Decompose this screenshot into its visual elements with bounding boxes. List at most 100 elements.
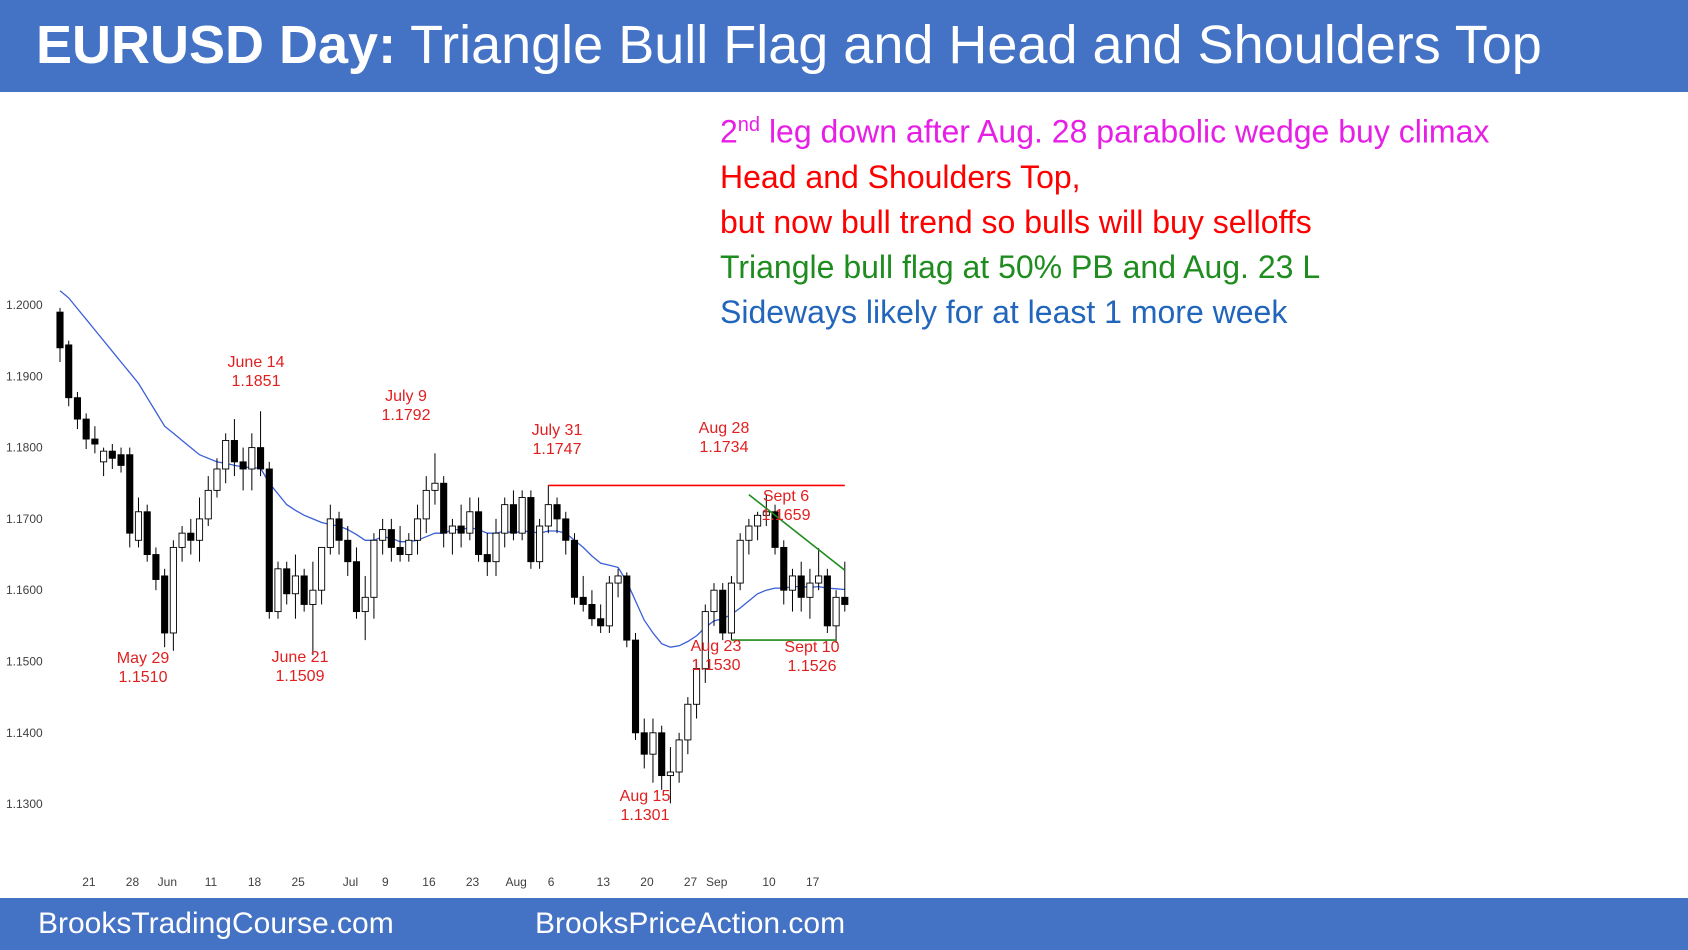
bull-candle-body [248,447,256,470]
bull-candle-body [204,489,212,520]
candle [553,497,561,534]
annotations: June 14 1.1851 July 9 1.1792 July 31 1.1747 Au… [117,354,840,824]
bear-candle-body [108,450,116,459]
bear-candle-body [344,539,352,563]
candle [658,725,666,790]
bull-candle-body [518,497,526,534]
bull-candle-body [788,575,797,591]
y-tick-label-4: 1.1600 [6,583,43,597]
candle [832,590,840,643]
x-tick-label-7: 9 [382,875,389,889]
bear-candle-body [780,546,788,591]
bull-candle-body [727,582,735,634]
candle [230,419,238,477]
x-tick-label-5: 25 [291,875,305,889]
candle [222,433,230,484]
candle [265,461,273,619]
bull-candle-body [501,504,509,534]
x-tick-label-3: 11 [205,875,218,889]
y-tick-label-7: 1.1300 [6,797,43,811]
annotation-june-14-price: 1.1851 [232,373,281,390]
candle [344,526,352,576]
bear-candle-body [73,397,81,420]
annotation-aug-15-date: Aug 15 [620,788,671,805]
bear-candle-body [265,468,273,613]
annotation-aug-28-date: Aug 28 [699,420,750,437]
candle [204,476,212,527]
bear-candle-body [527,497,535,563]
candle [457,504,465,548]
x-tick-label-2: Jun [158,875,177,889]
candle [73,391,81,430]
candle [318,546,326,605]
bear-candle-body [143,511,151,555]
candle [108,444,116,469]
candle [501,497,509,548]
x-tick-label-14: 27 [684,875,698,889]
bear-candle-body [841,596,849,605]
candle [684,697,692,755]
candle [169,540,177,651]
candle [413,504,422,555]
candle [100,447,108,477]
bear-candle-body [230,440,238,463]
bear-candle-body [823,575,831,627]
annotation-july-9-price: 1.1792 [382,407,431,424]
note-0-prefix: 2 [720,113,738,150]
annotation-june-14-date: June 14 [228,354,285,371]
x-tick-label-1: 28 [126,875,140,889]
candle [117,447,125,473]
bull-candle-body [710,589,718,613]
candle [649,718,657,783]
candle [771,504,779,555]
bear-candle-body [396,546,404,556]
note-4: Sideways likely for at least 1 more week [720,293,1288,330]
bear-candle-body [82,418,90,440]
candle [396,526,404,562]
bear-candle-body [152,554,160,580]
bear-candle-body [300,575,308,605]
y-tick-label-1: 1.1900 [6,369,43,383]
title-symbol: EURUSD Day: [36,15,397,75]
bear-candle-body [65,344,73,399]
candle [719,583,727,641]
note-0: 2nd leg down after Aug. 28 parabolic wed… [720,103,1489,155]
candle [788,568,797,612]
bear-candle-body [588,604,596,620]
candle [248,433,256,491]
candle [126,447,134,548]
bear-candle-body [457,525,465,534]
bull-candle-body [326,518,334,548]
candle [509,490,517,541]
bear-candle-body [719,589,727,634]
candle [710,583,718,626]
candle [823,568,831,633]
bull-candle-body [195,518,204,541]
bull-candle-body [405,539,413,556]
candle [588,590,596,626]
page-title: EURUSD Day: Triangle Bull Flag and Head … [36,14,1542,76]
bull-candle-body [309,589,317,605]
bull-candle-body [544,504,552,527]
candle [326,504,334,555]
bull-candle-body [422,489,430,520]
x-tick-label-16: 10 [762,875,776,889]
note-0-sup: nd [737,114,761,136]
bull-candle-body [684,703,692,741]
ema-line [59,290,845,648]
bear-candle-body [352,561,361,613]
annotation-july-31-price: 1.1747 [533,441,582,458]
candle [614,568,622,598]
bull-candle-body [222,440,230,470]
bear-candle-body [553,504,561,520]
candle [134,497,143,548]
annotation-july-31-date: July 31 [532,422,583,439]
y-tick-label-0: 1.2000 [6,298,43,312]
candle [466,497,474,541]
candle [570,533,579,605]
x-tick-label-11: 6 [548,875,555,889]
bull-candle-body [178,532,186,548]
bull-candle-body [100,450,108,463]
bull-candle-body [379,529,387,541]
bear-candle-body [631,639,640,734]
